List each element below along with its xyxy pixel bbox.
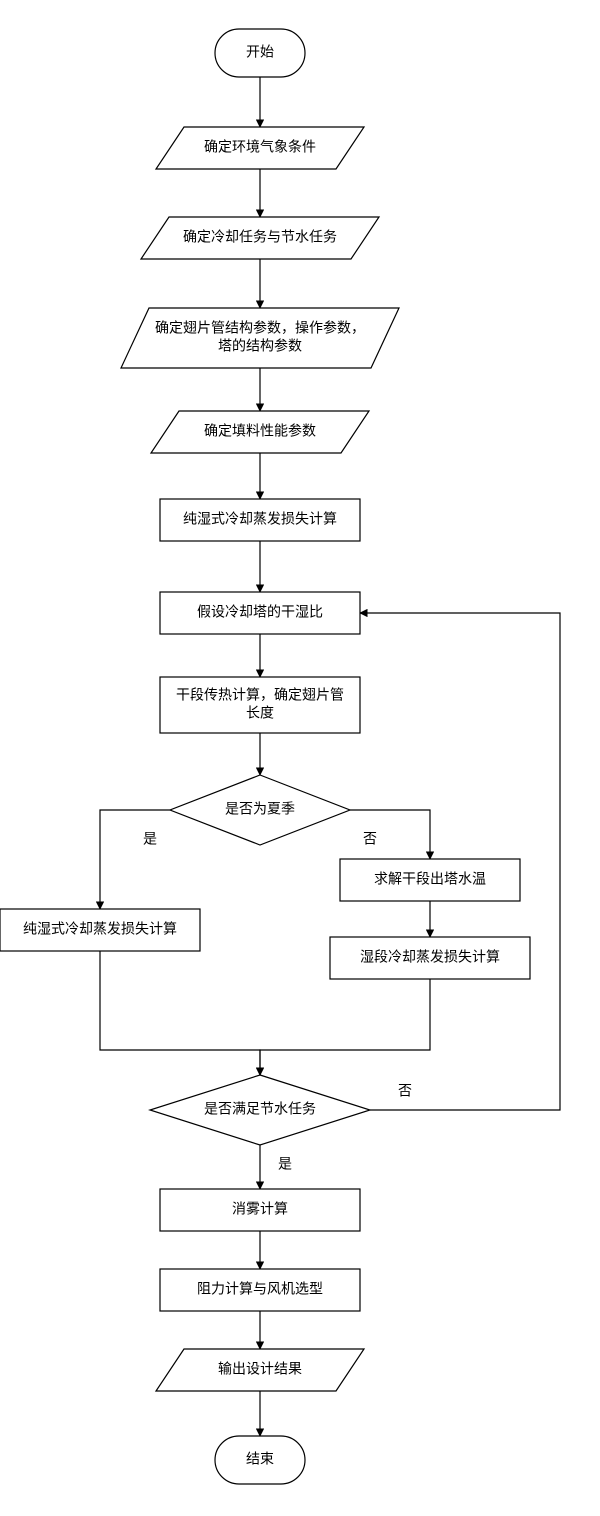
- svg-text:纯湿式冷却蒸发损失计算: 纯湿式冷却蒸发损失计算: [23, 921, 177, 937]
- svg-text:长度: 长度: [246, 705, 274, 721]
- svg-text:是否满足节水任务: 是否满足节水任务: [204, 1101, 316, 1117]
- svg-text:假设冷却塔的干湿比: 假设冷却塔的干湿比: [197, 604, 323, 620]
- svg-text:纯湿式冷却蒸发损失计算: 纯湿式冷却蒸发损失计算: [183, 511, 337, 527]
- svg-text:确定填料性能参数: 确定填料性能参数: [204, 423, 316, 439]
- edge-d1-rR1: [350, 810, 430, 859]
- svg-text:确定环境气象条件: 确定环境气象条件: [204, 139, 316, 155]
- edge-label-d2-r5: 是: [278, 1156, 292, 1172]
- svg-text:确定翅片管结构参数，操作参数，: 确定翅片管结构参数，操作参数，: [155, 320, 365, 336]
- edge-rL-d2: [100, 951, 260, 1075]
- svg-text:阻力计算与风机选型: 阻力计算与风机选型: [197, 1281, 323, 1297]
- nodes-layer: 开始确定环境气象条件确定冷却任务与节水任务确定翅片管结构参数，操作参数， 塔的结构…: [0, 29, 530, 1484]
- node-p1: 确定环境气象条件: [156, 127, 364, 169]
- svg-text:求解干段出塔水温: 求解干段出塔水温: [374, 871, 486, 887]
- node-p3: 确定翅片管结构参数，操作参数， 塔的结构参数: [121, 308, 399, 368]
- edge-d1-rL: [100, 810, 170, 909]
- node-start: 开始: [215, 29, 305, 77]
- node-rR2: 湿段冷却蒸发损失计算: [330, 937, 530, 979]
- node-r2: 假设冷却塔的干湿比: [160, 592, 360, 634]
- node-r5: 消雾计算: [160, 1189, 360, 1231]
- node-p2: 确定冷却任务与节水任务: [141, 217, 379, 259]
- node-rL: 纯湿式冷却蒸发损失计算: [0, 909, 200, 951]
- svg-text:干段传热计算，确定翅片管: 干段传热计算，确定翅片管: [176, 687, 344, 703]
- svg-text:开始: 开始: [246, 44, 274, 60]
- svg-text:湿段冷却蒸发损失计算: 湿段冷却蒸发损失计算: [360, 949, 500, 965]
- node-end: 结束: [215, 1436, 305, 1484]
- node-p5: 输出设计结果: [156, 1349, 364, 1391]
- edges-layer: 是否是否: [100, 77, 560, 1436]
- node-r1: 纯湿式冷却蒸发损失计算: [160, 499, 360, 541]
- node-p4: 确定填料性能参数: [151, 411, 369, 453]
- node-d1: 是否为夏季: [170, 775, 350, 845]
- node-r3: 干段传热计算，确定翅片管长度: [160, 677, 360, 733]
- edge-label-d1-rL: 是: [143, 831, 157, 847]
- edge-rR2-d2: [260, 979, 430, 1075]
- node-d2: 是否满足节水任务: [150, 1075, 370, 1145]
- edge-label-d2-r2: 否: [398, 1083, 412, 1099]
- svg-text:确定冷却任务与节水任务: 确定冷却任务与节水任务: [183, 229, 337, 245]
- svg-text:是否为夏季: 是否为夏季: [225, 801, 295, 817]
- svg-text:输出设计结果: 输出设计结果: [218, 1361, 302, 1377]
- svg-text:结束: 结束: [246, 1451, 274, 1467]
- node-r6: 阻力计算与风机选型: [160, 1269, 360, 1311]
- node-rR1: 求解干段出塔水温: [340, 859, 520, 901]
- edge-label-d1-rR1: 否: [363, 831, 377, 847]
- svg-text:消雾计算: 消雾计算: [232, 1201, 288, 1217]
- svg-text:塔的结构参数: 塔的结构参数: [218, 338, 302, 354]
